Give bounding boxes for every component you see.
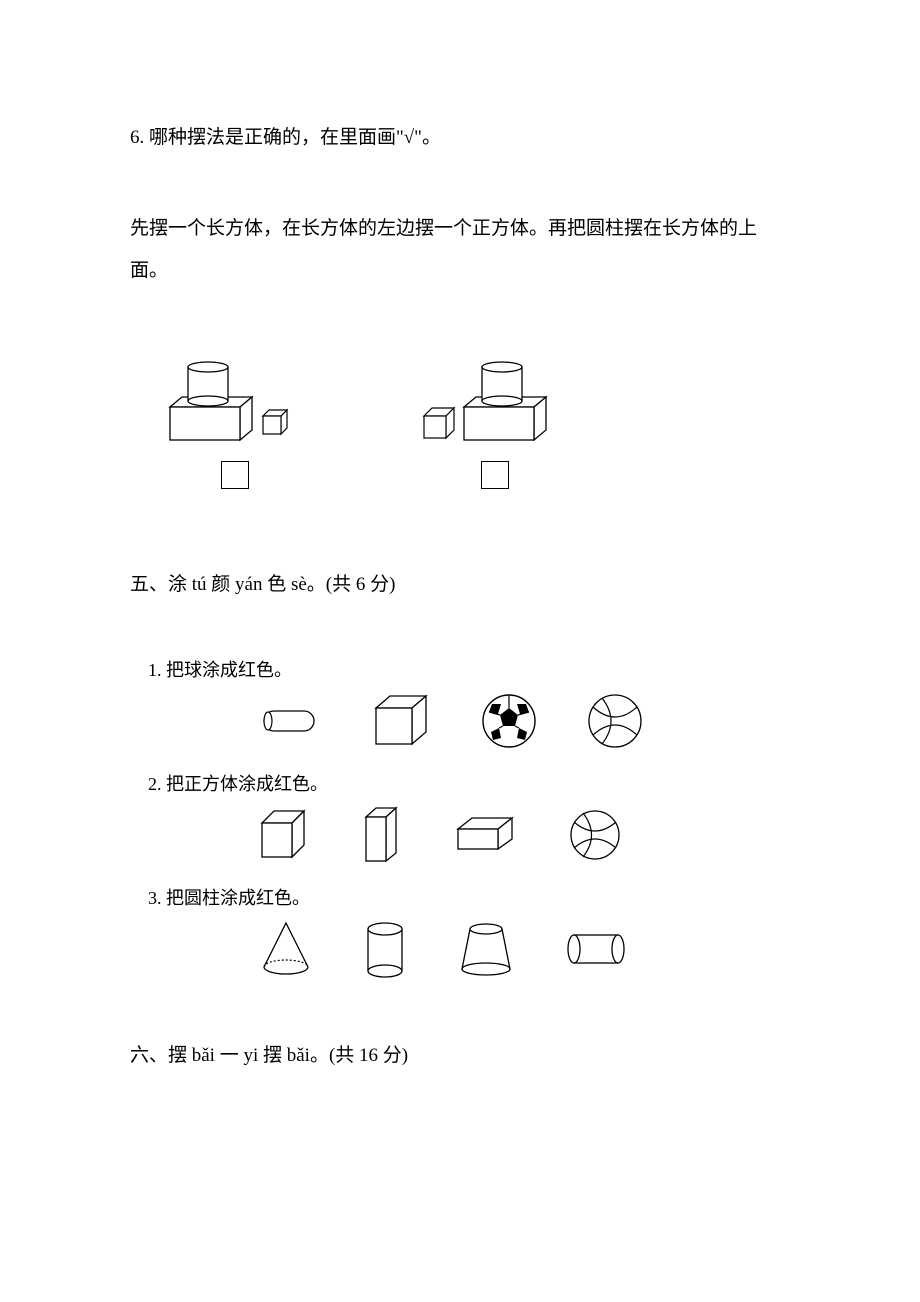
s5-item2-num: 2. xyxy=(148,774,162,794)
horizontal-cylinder-icon[interactable] xyxy=(564,929,628,969)
cube-icon xyxy=(424,408,454,438)
s5-row3 xyxy=(258,918,790,980)
q6-text: 哪种摆法是正确的，在里面画"√"。 xyxy=(149,127,441,148)
cylinder-icon xyxy=(188,362,228,406)
section6-heading: 六、摆 bǎi 一 yi 摆 bǎi。(共 16 分) xyxy=(130,1040,790,1067)
basketball-icon[interactable] xyxy=(568,808,622,862)
frustum-icon[interactable] xyxy=(456,919,516,979)
s5-row2 xyxy=(258,804,790,866)
s5-item1-num: 1. xyxy=(148,660,162,680)
s5-item3: 3. 把圆柱涂成红色。 xyxy=(148,884,790,910)
cube-icon xyxy=(263,410,287,434)
option-a-checkbox[interactable] xyxy=(221,461,249,489)
q6-option-a xyxy=(160,352,310,489)
s5-item3-num: 3. xyxy=(148,888,162,908)
option-a-figure xyxy=(160,352,310,447)
q6-number: 6. xyxy=(130,127,144,148)
section5-heading: 五、涂 tú 颜 yán 色 sè。(共 6 分) xyxy=(130,569,790,596)
option-b-figure xyxy=(420,352,570,447)
option-b-checkbox[interactable] xyxy=(481,461,509,489)
basketball-icon[interactable] xyxy=(586,692,644,750)
pill-cylinder-icon[interactable] xyxy=(258,708,322,734)
s5-item2-text: 把正方体涂成红色。 xyxy=(166,774,328,794)
flat-cuboid-icon[interactable] xyxy=(454,815,520,855)
s5-item3-text: 把圆柱涂成红色。 xyxy=(166,888,310,908)
q6-options xyxy=(160,352,790,489)
cylinder-icon xyxy=(482,362,522,406)
q6-body: 先摆一个长方体，在长方体的左边摆一个正方体。再把圆柱摆在长方体的上面。 xyxy=(130,208,790,292)
s5-row1 xyxy=(258,690,790,752)
s5-item1-text: 把球涂成红色。 xyxy=(166,660,292,680)
cone-icon[interactable] xyxy=(258,919,314,979)
cube-icon[interactable] xyxy=(258,807,314,863)
tall-cuboid-icon[interactable] xyxy=(362,805,406,865)
cylinder-icon[interactable] xyxy=(362,919,408,979)
section5-body: 1. 把球涂成红色。 xyxy=(130,656,790,980)
s5-item2: 2. 把正方体涂成红色。 xyxy=(148,770,790,796)
q6-prompt: 6. 哪种摆法是正确的，在里面画"√"。 xyxy=(130,120,790,156)
soccer-ball-icon[interactable] xyxy=(480,692,538,750)
q6-option-b xyxy=(420,352,570,489)
s5-item1: 1. 把球涂成红色。 xyxy=(148,656,790,682)
cube-icon[interactable] xyxy=(370,690,432,752)
